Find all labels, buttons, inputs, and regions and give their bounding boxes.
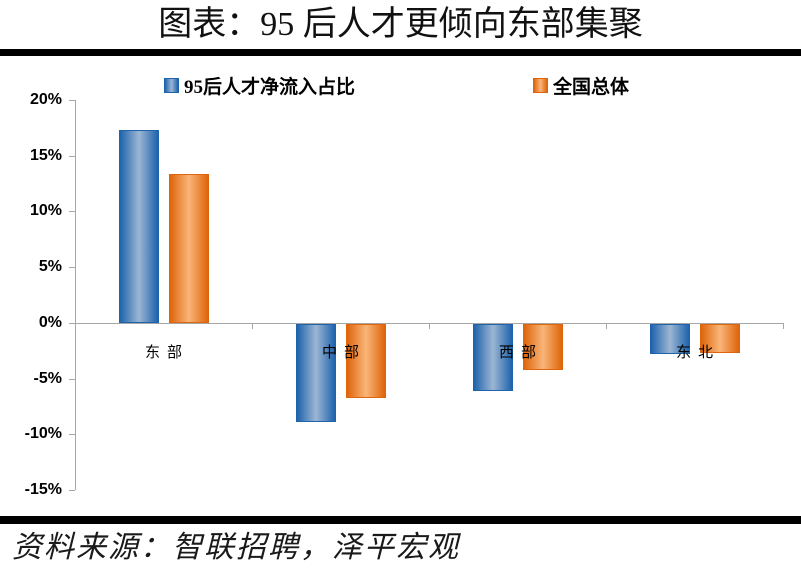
x-axis-tick-mark — [429, 323, 430, 329]
y-axis-tick-label: 0% — [38, 313, 62, 331]
x-axis-tick-mark — [783, 323, 784, 329]
y-axis-tick-mark — [69, 434, 75, 436]
category-label-东部: 东部 — [144, 345, 190, 361]
y-axis-tick-label: 5% — [38, 258, 62, 276]
bar-chart-plot: 20% 15% 10% 5% 0% -5% -10% -15% 东部 中部 西部 东北 — [24, 91, 784, 498]
legend-item-series2: 全国总体 — [533, 72, 629, 99]
category-label-东北: 东北 — [675, 345, 721, 361]
bar-series2-中部 — [346, 324, 386, 398]
x-axis-tick-mark — [252, 323, 253, 329]
bar-series2-东北 — [700, 324, 740, 353]
legend-swatch-orange — [533, 78, 548, 93]
y-axis-tick-mark — [69, 100, 75, 101]
y-axis-tick-mark — [69, 267, 75, 269]
legend-label-series2: 全国总体 — [553, 77, 630, 98]
bar-series2-东部 — [169, 174, 209, 323]
category-label-中部: 中部 — [321, 345, 367, 361]
x-axis-tick-mark — [606, 323, 607, 329]
legend-swatch-blue — [164, 78, 179, 93]
source-note: 资料来源：智联招聘，泽平宏观 — [12, 531, 460, 564]
y-axis-tick-mark — [69, 490, 75, 491]
chart-title: 图表：95 后人才更倾向东部集聚 — [158, 6, 643, 43]
bar-series1-西部 — [473, 324, 513, 391]
legend-label-series1: 95后人才净流入占比 — [184, 77, 356, 98]
bar-series1-东部 — [119, 130, 159, 323]
legend-item-series1: 95后人才净流入占比 — [164, 72, 355, 99]
bar-series1-东北 — [650, 324, 690, 354]
y-axis-line — [75, 100, 76, 490]
bar-series1-中部 — [296, 324, 336, 422]
y-axis-tick-mark — [69, 211, 75, 213]
y-axis-tick-label: 20% — [29, 91, 62, 108]
y-axis-tick-label: -15% — [24, 481, 62, 498]
y-axis-tick-mark — [69, 378, 75, 380]
divider-top — [0, 49, 801, 56]
y-axis-tick-label: -5% — [33, 369, 62, 387]
y-axis-tick-label: 10% — [29, 202, 62, 220]
y-axis-tick-mark — [69, 155, 75, 157]
y-axis-tick-mark — [69, 322, 75, 324]
y-axis-tick-label: -10% — [24, 425, 62, 443]
category-label-西部: 西部 — [498, 345, 544, 361]
bar-series2-西部 — [523, 324, 563, 370]
divider-bottom — [0, 516, 801, 524]
y-axis-tick-label: 15% — [29, 146, 62, 164]
